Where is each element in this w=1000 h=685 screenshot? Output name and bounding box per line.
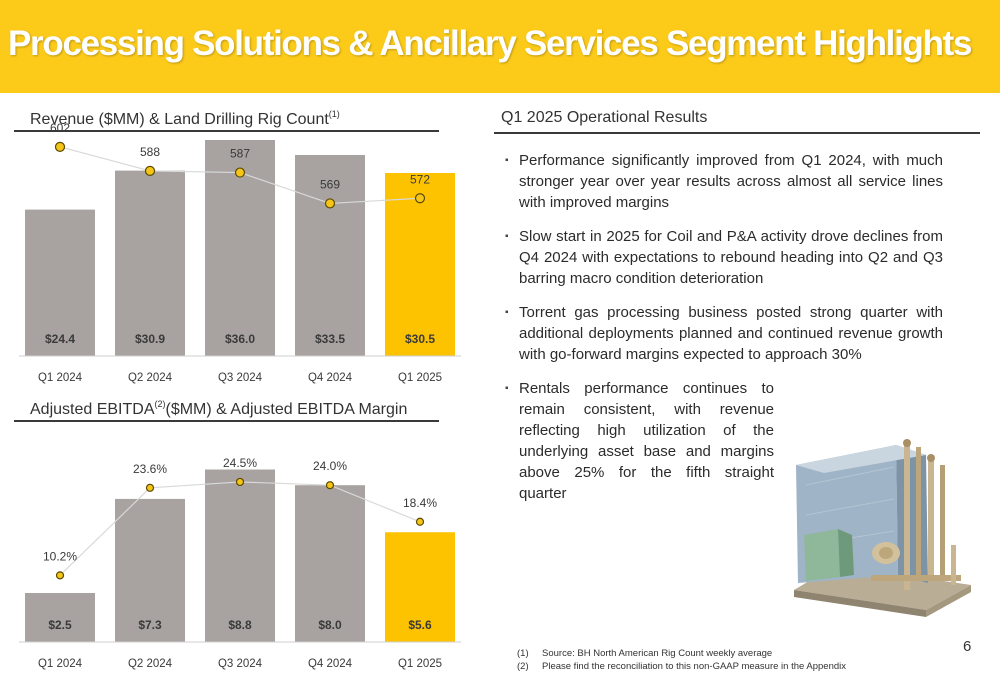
ebitda-chart-title-post: ($MM) & Adjusted EBITDA Margin — [165, 401, 408, 418]
chart-bar — [385, 173, 455, 356]
bar-value-label: $2.5 — [48, 618, 72, 632]
page-number: 6 — [963, 638, 972, 655]
line-point-label: 23.6% — [133, 462, 167, 476]
chart-bar — [295, 485, 365, 642]
line-marker — [324, 198, 336, 209]
chart-bar — [295, 155, 365, 356]
x-tick-label: Q2 2024 — [128, 658, 173, 670]
line-point-label: 572 — [410, 172, 430, 186]
line-point-label: 602 — [50, 121, 70, 135]
line-marker — [235, 477, 245, 487]
bar-value-label: $36.0 — [225, 332, 255, 346]
revenue-footnote-ref: (1) — [328, 109, 340, 119]
revenue-chart: $24.4 Q1 2024 $30.9 Q2 2024 $36.0 Q3 2024 $33.… — [19, 121, 461, 384]
bar-value-label: $24.4 — [45, 332, 75, 346]
revenue-chart-title-text: Revenue ($MM) & Land Drilling Rig Count — [30, 111, 329, 128]
ebitda-footnote-ref: (2) — [154, 399, 166, 409]
results-title: Q1 2025 Operational Results — [501, 109, 708, 126]
footnote-text: Please find the reconciliation to this n… — [542, 661, 847, 672]
gas-processing-unit-image — [794, 439, 971, 617]
bar-value-label: $8.8 — [228, 618, 252, 632]
line-point-label: 587 — [230, 147, 250, 161]
line-marker — [415, 517, 425, 526]
x-tick-label: Q1 2025 — [398, 658, 442, 670]
ebitda-chart: $2.5 Q1 2024 $7.3 Q2 2024 $8.8 Q3 2024 $8.0 Q4 … — [19, 456, 461, 670]
footnote: (1) Source: BH North American Rig Count w… — [517, 647, 846, 660]
x-tick-label: Q1 2025 — [398, 372, 442, 384]
line-marker — [54, 141, 66, 152]
chart-bar — [25, 593, 95, 642]
footnote-number: (1) — [517, 648, 529, 659]
revenue-title-rule — [14, 130, 439, 132]
line-point-label: 24.5% — [223, 456, 257, 470]
chart-bar — [205, 469, 275, 642]
chart-bar — [25, 209, 95, 356]
line-marker — [55, 571, 65, 580]
bar-value-label: $8.0 — [318, 618, 342, 632]
footnote-number: (2) — [517, 661, 529, 672]
bar-value-label: $30.5 — [405, 332, 435, 346]
line-marker — [144, 165, 156, 176]
bar-value-label: $7.3 — [138, 618, 162, 632]
x-tick-label: Q4 2024 — [308, 372, 353, 384]
chart-bar — [115, 170, 185, 356]
footnotes: (1) Source: BH North American Rig Count w… — [517, 647, 846, 673]
x-tick-label: Q4 2024 — [308, 658, 353, 670]
line-point-label: 569 — [320, 177, 340, 191]
line-point-label: 10.2% — [43, 549, 77, 563]
line-point-label: 588 — [140, 145, 160, 159]
line-marker — [325, 481, 335, 490]
line-marker — [145, 483, 155, 492]
chart-bar — [115, 498, 185, 642]
footnote: (2) Please find the reconciliation to thi… — [517, 660, 846, 673]
results-bullet: Rentals performance continues to remain … — [505, 378, 774, 504]
ebitda-chart-title: Adjusted EBITDA(2)($MM) & Adjusted EBITD… — [30, 399, 407, 419]
bar-value-label: $5.6 — [408, 618, 432, 632]
title-banner: Processing Solutions & Ancillary Service… — [0, 0, 1000, 93]
x-tick-label: Q3 2024 — [218, 658, 263, 670]
ebitda-chart-title-pre: Adjusted EBITDA — [30, 401, 155, 418]
line-point-label: 18.4% — [403, 496, 437, 510]
line-marker — [234, 167, 246, 178]
chart-bar — [385, 532, 455, 642]
results-title-rule — [494, 132, 980, 134]
bar-value-label: $30.9 — [135, 332, 165, 346]
revenue-chart-title: Revenue ($MM) & Land Drilling Rig Count(… — [30, 109, 340, 129]
results-bullet: Torrent gas processing business posted s… — [505, 302, 943, 365]
footnote-text: Source: BH North American Rig Count week… — [542, 648, 773, 659]
results-bullets: Performance significantly improved from … — [505, 150, 943, 517]
x-tick-label: Q1 2024 — [38, 372, 83, 384]
bar-value-label: $33.5 — [315, 332, 345, 346]
line-marker — [414, 193, 426, 204]
x-tick-label: Q1 2024 — [38, 658, 83, 670]
x-tick-label: Q3 2024 — [218, 372, 263, 384]
results-bullet: Performance significantly improved from … — [505, 150, 943, 213]
x-tick-label: Q2 2024 — [128, 372, 173, 384]
results-bullet: Slow start in 2025 for Coil and P&A acti… — [505, 226, 943, 289]
ebitda-title-rule — [14, 420, 439, 422]
page-title: Processing Solutions & Ancillary Service… — [8, 24, 973, 63]
line-point-label: 24.0% — [313, 459, 347, 473]
